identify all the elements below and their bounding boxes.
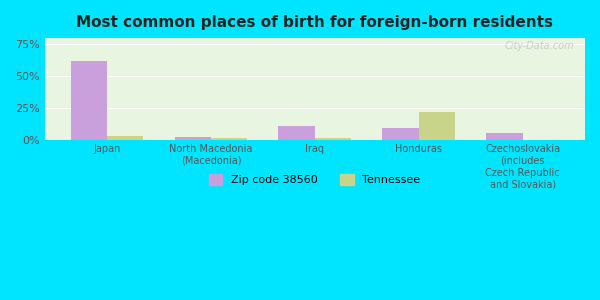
Bar bbox=[382, 128, 419, 140]
Bar bbox=[71, 61, 107, 140]
Bar bbox=[175, 137, 211, 140]
Bar bbox=[278, 126, 315, 140]
Bar bbox=[107, 136, 143, 140]
Title: Most common places of birth for foreign-born residents: Most common places of birth for foreign-… bbox=[76, 15, 553, 30]
Bar bbox=[315, 138, 351, 140]
Bar bbox=[486, 133, 523, 140]
Legend: Zip code 38560, Tennessee: Zip code 38560, Tennessee bbox=[205, 169, 425, 190]
Bar bbox=[211, 138, 247, 140]
Bar bbox=[419, 112, 455, 140]
Text: City-Data.com: City-Data.com bbox=[505, 41, 574, 51]
